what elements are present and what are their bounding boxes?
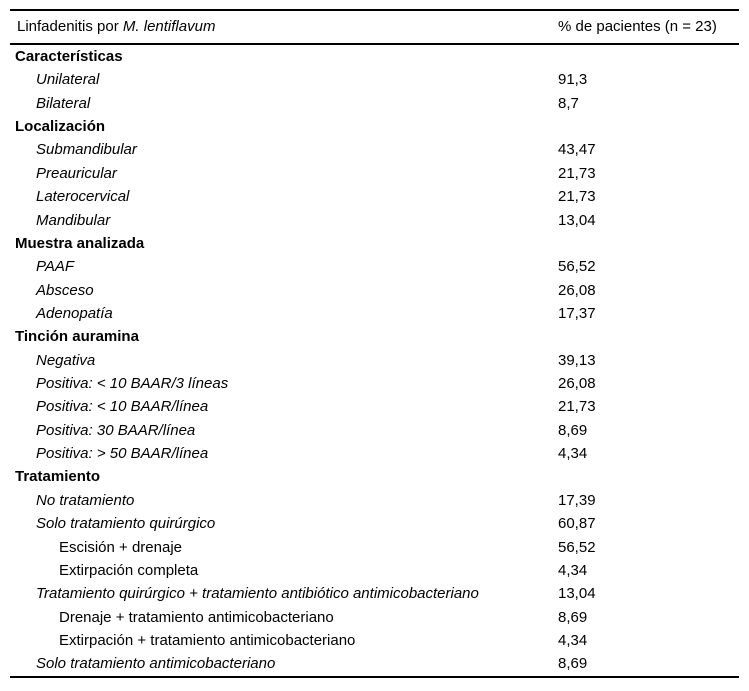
row-value: 39,13 — [558, 351, 596, 369]
row-label: PAAF — [36, 258, 75, 276]
row-label: Negativa — [36, 351, 96, 369]
table-title-prefix: Linfadenitis por — [17, 18, 123, 35]
row-value: 4,34 — [558, 631, 588, 649]
row-value: 8,7 — [558, 94, 579, 112]
row-value: 21,73 — [558, 188, 596, 206]
row-label: Positiva: 30 BAAR/línea — [36, 421, 196, 439]
row-value: 60,87 — [558, 515, 596, 533]
row-value: 26,08 — [558, 375, 596, 393]
table-title-species: M. lentiflavum — [122, 18, 216, 35]
row-label: Localización — [15, 118, 106, 136]
table-row: Positiva: 30 BAAR/línea 8,69 — [10, 419, 739, 442]
table-row: Mandibular 13,04 — [10, 209, 739, 232]
table-row: Bilateral 8,7 — [10, 92, 739, 115]
row-label: Muestra analizada — [15, 234, 145, 252]
row-label: Mandibular — [36, 211, 111, 229]
table-row: Submandibular 43,47 — [10, 138, 739, 161]
table-row: Extirpación + tratamiento antimicobacter… — [10, 629, 739, 652]
row-label: Tratamiento quirúrgico + tratamiento ant… — [36, 585, 479, 603]
table-header-row: Linfadenitis por M. lentiflavum % de pac… — [10, 11, 739, 45]
row-label: Submandibular — [36, 141, 137, 159]
row-label: Solo tratamiento quirúrgico — [36, 515, 216, 533]
row-value: 13,04 — [558, 585, 596, 603]
table-row: Tratamiento quirúrgico + tratamiento ant… — [10, 582, 739, 605]
row-label: Preauricular — [36, 164, 117, 182]
row-value: 8,69 — [558, 655, 588, 673]
row-value: 91,3 — [558, 71, 588, 89]
row-label: Unilateral — [36, 71, 100, 89]
row-value: 21,73 — [558, 398, 596, 416]
row-value: 4,34 — [558, 445, 588, 463]
table-row: Escisión + drenaje 56,52 — [10, 536, 739, 559]
row-value: 26,08 — [558, 281, 596, 299]
row-label: Solo tratamiento antimicobacteriano — [36, 655, 276, 673]
table-row: Laterocervical 21,73 — [10, 185, 739, 208]
row-label: Laterocervical — [36, 188, 130, 206]
row-value: 21,73 — [558, 164, 596, 182]
row-value: 56,52 — [558, 258, 596, 276]
table-row: Adenopatía 17,37 — [10, 302, 739, 325]
row-label: Adenopatía — [36, 304, 113, 322]
table-row: Unilateral 91,3 — [10, 68, 739, 91]
row-label: Positiva: < 10 BAAR/línea — [36, 398, 209, 416]
table-row: Muestra analizada — [10, 232, 739, 255]
row-value: 43,47 — [558, 141, 596, 159]
table-row: Localización — [10, 115, 739, 138]
table-row: No tratamiento 17,39 — [10, 489, 739, 512]
row-label: Positiva: > 50 BAAR/línea — [36, 445, 209, 463]
table-title: Linfadenitis por M. lentiflavum — [17, 11, 215, 43]
table-row: Drenaje + tratamiento antimicobacteriano… — [10, 606, 739, 629]
table-row: Tratamiento — [10, 465, 739, 488]
row-label: Escisión + drenaje — [59, 538, 182, 556]
row-value: 13,04 — [558, 211, 596, 229]
table-row: Negativa 39,13 — [10, 349, 739, 372]
table-row: PAAF 56,52 — [10, 255, 739, 278]
row-label: Tratamiento — [15, 468, 101, 486]
table-row: Positiva: < 10 BAAR/línea 21,73 — [10, 395, 739, 418]
row-value: 17,39 — [558, 491, 596, 509]
table-row: Absceso 26,08 — [10, 279, 739, 302]
row-label: Positiva: < 10 BAAR/3 líneas — [36, 375, 229, 393]
row-label: Extirpación completa — [59, 561, 199, 579]
row-label: Características — [15, 48, 123, 65]
table-body: Características Unilateral 91,3 Bilatera… — [10, 45, 739, 678]
row-label: Extirpación + tratamiento antimicobacter… — [59, 631, 356, 649]
data-table: Linfadenitis por M. lentiflavum % de pac… — [10, 9, 739, 678]
row-value: 8,69 — [558, 421, 588, 439]
row-label: Tinción auramina — [15, 328, 139, 346]
table-row: Características — [10, 45, 739, 68]
value-column-header: % de pacientes (n = 23) — [558, 18, 717, 35]
table-row: Extirpación completa 4,34 — [10, 559, 739, 582]
row-label: Drenaje + tratamiento antimicobacteriano — [59, 608, 334, 626]
row-value: 17,37 — [558, 304, 596, 322]
table-row: Positiva: > 50 BAAR/línea 4,34 — [10, 442, 739, 465]
row-value: 4,34 — [558, 561, 588, 579]
table-row: Preauricular 21,73 — [10, 162, 739, 185]
row-value: 8,69 — [558, 608, 588, 626]
row-label: Absceso — [36, 281, 94, 299]
table-row: Tinción auramina — [10, 325, 739, 348]
row-value: 56,52 — [558, 538, 596, 556]
table-row: Positiva: < 10 BAAR/3 líneas 26,08 — [10, 372, 739, 395]
table-row: Solo tratamiento quirúrgico 60,87 — [10, 512, 739, 535]
row-label: Bilateral — [36, 94, 91, 112]
table-row: Solo tratamiento antimicobacteriano 8,69 — [10, 652, 739, 675]
row-label: No tratamiento — [36, 491, 135, 509]
